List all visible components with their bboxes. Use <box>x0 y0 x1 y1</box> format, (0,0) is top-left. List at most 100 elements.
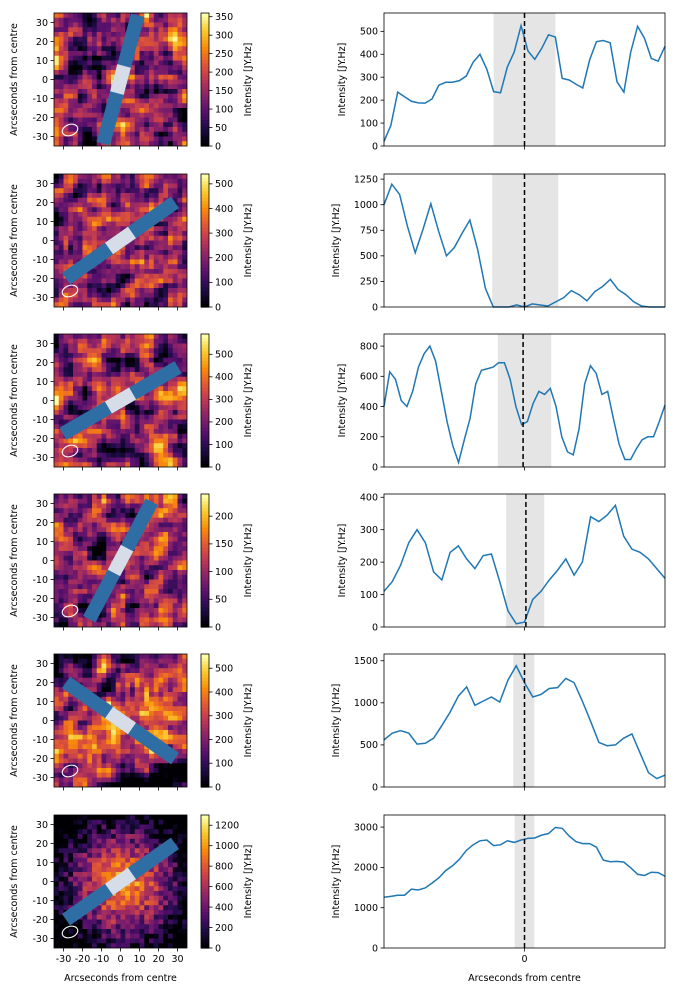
colorbar-tick-label: 300 <box>215 30 233 41</box>
profile-ytick-label: 1000 <box>354 903 378 914</box>
image-ytick-label: 30 <box>36 339 48 350</box>
colorbar-tick-label: 250 <box>215 49 233 60</box>
profile-ylabel: Intensity [JY.Hz] <box>331 845 342 919</box>
profile-plot: 0 1000 2000 3000 Intensity [JY.Hz] 0 Arcsecond… <box>331 814 666 984</box>
colorbar-tick-label: 200 <box>215 417 233 428</box>
image-ytick-label: -10 <box>32 575 48 586</box>
colorbar-tick-label: 300 <box>215 711 233 722</box>
slit-center <box>105 226 136 255</box>
profile-ytick-label: 1250 <box>354 174 378 185</box>
shaded-region <box>497 334 552 467</box>
colorbar-label: Intensity [JY.Hz] <box>243 43 254 117</box>
profile-ytick-label: 400 <box>360 402 378 413</box>
colorbar-tick-label: 0 <box>215 462 221 473</box>
heatmap-cells <box>54 654 187 787</box>
heatmap-cells <box>54 174 187 307</box>
image-ytick-label: -10 <box>32 735 48 746</box>
colorbar-tick-label: 400 <box>215 204 233 215</box>
image-panel: 30 20 10 0 -10 -20 -30 Arcseconds from centre <box>9 0 188 161</box>
slit-center <box>105 867 136 896</box>
image-ytick-label: -10 <box>32 94 48 105</box>
colorbar-tick-label: 0 <box>215 141 221 152</box>
image-ytick-label: 20 <box>36 839 48 850</box>
image-ytick-label: -10 <box>32 255 48 266</box>
colorbar: 0 100 200 300 400 500 Intensity [JY.Hz] <box>200 173 254 313</box>
slit <box>29 339 212 462</box>
image-ytick-label: -10 <box>32 415 48 426</box>
profile-xlabel: Arcseconds from centre <box>468 973 581 984</box>
image-xtick-label: -10 <box>94 954 110 965</box>
profile-ylabel: Intensity [JY.Hz] <box>337 43 348 117</box>
image-ytick-label: 20 <box>36 518 48 529</box>
colorbar-tick-label: 50 <box>215 595 227 606</box>
slit-center <box>105 706 136 735</box>
image-ytick-label: 10 <box>36 537 48 548</box>
colorbar-tick-label: 0 <box>215 302 221 313</box>
profile-ytick-label: 200 <box>360 95 378 106</box>
colorbar-tick-label: 1200 <box>215 821 239 832</box>
profile-plot: 0 500 1000 1500 Intensity [JY.Hz] <box>331 653 666 793</box>
image-ylabel: Arcseconds from centre <box>9 504 20 617</box>
profile-ytick-label: 500 <box>360 740 378 751</box>
image-panel: 30 20 10 0 -10 -20 -30 Arcseconds from centre <box>9 333 212 471</box>
image-ytick-label: 0 <box>42 877 48 888</box>
profile-plot: 0 100 200 300 400 500 Intensity [JY.Hz] <box>337 12 666 152</box>
profile-ytick-label: 1000 <box>354 698 378 709</box>
colorbar-tick-label: 400 <box>215 687 233 698</box>
image-ytick-label: -20 <box>32 594 48 605</box>
image-ytick-label: 0 <box>42 556 48 567</box>
colorbar-tick-label: 150 <box>215 539 233 550</box>
profile-ytick-label: 400 <box>360 493 378 504</box>
colorbar-tick-label: 200 <box>215 253 233 264</box>
slit <box>27 812 214 951</box>
image-ylabel: Arcseconds from centre <box>9 344 20 457</box>
colorbar-frame <box>200 12 210 147</box>
beam-ellipse <box>61 284 79 298</box>
colorbar-tick-label: 1000 <box>215 841 239 852</box>
colorbar-tick-label: 500 <box>215 664 233 675</box>
image-ytick-label: 30 <box>36 659 48 670</box>
image-ytick-label: -20 <box>32 754 48 765</box>
image-ytick-label: 0 <box>42 236 48 247</box>
image-ytick-label: -30 <box>32 293 48 304</box>
colorbar-label: Intensity [JY.Hz] <box>243 204 254 278</box>
colorbar-frame <box>200 653 210 788</box>
profile-plot: 0 250 500 750 1000 1250 Intensity [JY.Hz] <box>331 173 666 313</box>
colorbar-tick-label: 500 <box>215 350 233 361</box>
slit <box>27 651 214 790</box>
beam-ellipse <box>61 444 79 458</box>
profile-ytick-label: 300 <box>360 525 378 536</box>
colorbar-tick-label: 100 <box>215 759 233 770</box>
beam-ellipse <box>61 764 79 778</box>
colorbar: 0 100 200 300 400 500 Intensity [JY.Hz] <box>200 653 254 793</box>
colorbar: 0 200 400 600 800 1000 1200 Intensity [JY.Hz] <box>200 814 254 954</box>
profile-ylabel: Intensity [JY.Hz] <box>337 364 348 438</box>
profile-plot: 0 100 200 300 400 Intensity [JY.Hz] <box>337 493 666 633</box>
image-panel: 30 20 10 0 -10 -20 -30 Arcseconds from centre <box>9 651 214 791</box>
profile-ytick-label: 200 <box>360 432 378 443</box>
image-ytick-label: 10 <box>36 377 48 388</box>
colorbar-tick-label: 300 <box>215 395 233 406</box>
image-ytick-label: -20 <box>32 434 48 445</box>
image-ytick-label: -30 <box>32 453 48 464</box>
colorbar-tick-label: 350 <box>215 12 233 23</box>
profile-ytick-label: 100 <box>360 590 378 601</box>
image-ytick-label: 20 <box>36 37 48 48</box>
colorbar-tick-label: 0 <box>215 943 221 954</box>
image-xtick-label: -20 <box>75 954 91 965</box>
image-ylabel: Arcseconds from centre <box>9 664 20 777</box>
colorbar-tick-label: 100 <box>215 440 233 451</box>
profile-ytick-label: 3000 <box>354 822 378 833</box>
image-ytick-label: -20 <box>32 915 48 926</box>
slit <box>85 0 156 161</box>
profile-ytick-label: 500 <box>360 251 378 262</box>
image-ytick-label: 10 <box>36 56 48 67</box>
image-xtick-label: -30 <box>56 954 72 965</box>
profile-ylabel: Intensity [JY.Hz] <box>331 204 342 278</box>
image-ylabel: Arcseconds from centre <box>9 184 20 297</box>
beam-ellipse <box>61 925 79 939</box>
slit <box>62 470 179 651</box>
image-ytick-label: 10 <box>36 217 48 228</box>
profile-xtick-label: 0 <box>521 954 527 965</box>
